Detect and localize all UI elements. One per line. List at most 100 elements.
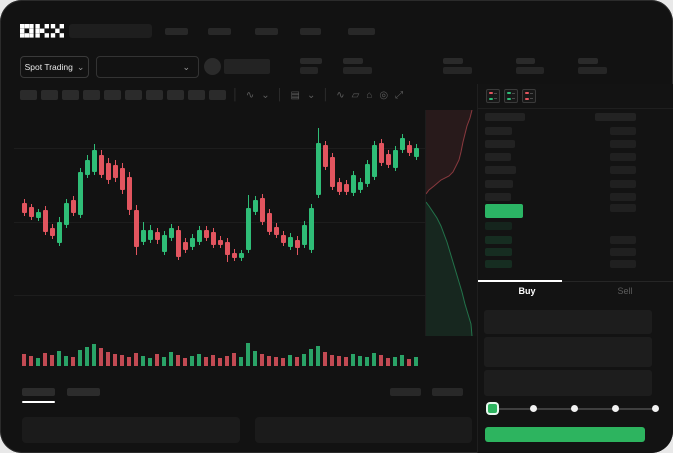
volume-bar: [337, 356, 341, 366]
tab-buy[interactable]: Buy: [518, 286, 536, 296]
stat-label-skeleton: [343, 58, 363, 64]
volume-bar: [414, 357, 418, 366]
spot-trading-label: Spot Trading: [24, 62, 73, 72]
nav-item-skeleton[interactable]: [255, 28, 278, 35]
volume-bar: [365, 357, 369, 366]
slider-dot[interactable]: [530, 405, 537, 412]
candle-body: [99, 155, 104, 175]
camera-icon[interactable]: ⌂: [366, 89, 373, 101]
slider-dot[interactable]: [652, 405, 659, 412]
candle-body: [309, 208, 314, 250]
toolbar-item-skeleton[interactable]: [104, 90, 121, 100]
ask-price-skeleton: [485, 140, 515, 148]
candle-type-chevron-icon[interactable]: ⌄: [306, 89, 316, 101]
settings-icon[interactable]: ◎: [379, 89, 389, 101]
volume-bar: [85, 347, 89, 366]
divider: [478, 108, 673, 109]
order-input-skeleton[interactable]: [484, 310, 652, 334]
toolbar-item-skeleton[interactable]: [20, 90, 37, 100]
volume-bar: [197, 354, 201, 366]
candle-body: [78, 172, 83, 215]
orderbook-asks-view-icon[interactable]: [522, 89, 536, 103]
toolbar-item-skeleton[interactable]: [146, 90, 163, 100]
volume-bar: [50, 355, 54, 366]
stat-label-skeleton: [443, 58, 463, 64]
stat-value-skeleton: [300, 67, 318, 74]
volume-bar: [64, 356, 68, 366]
orderbook-amount-skeleton: [610, 248, 636, 256]
orderbook-bids-view-icon[interactable]: [504, 89, 518, 103]
bottom-tab-skeleton[interactable]: [22, 388, 55, 396]
candle-body: [365, 164, 370, 184]
volume-bar: [43, 353, 47, 366]
toolbar-item-skeleton[interactable]: [209, 90, 226, 100]
candle-body: [57, 222, 62, 243]
candle-body: [183, 242, 188, 250]
candle-body: [204, 230, 209, 238]
volume-bar: [162, 357, 166, 366]
candle-body: [393, 150, 398, 168]
bid-price-skeleton: [485, 260, 512, 268]
orderbook-amount-skeleton: [610, 153, 636, 161]
interval-chevron-icon[interactable]: ⌄: [261, 89, 270, 101]
spot-trading-dropdown[interactable]: Spot Trading ⌄: [20, 56, 89, 78]
nav-item-skeleton[interactable]: [165, 28, 188, 35]
candle-body: [176, 230, 181, 257]
okx-logo[interactable]: [20, 24, 64, 38]
bottom-tab-skeleton[interactable]: [67, 388, 100, 396]
slider-dot[interactable]: [571, 405, 578, 412]
candle-body: [36, 212, 41, 218]
stat-label-skeleton: [516, 58, 535, 64]
nav-item-skeleton[interactable]: [208, 28, 231, 35]
toolbar-item-skeleton[interactable]: [62, 90, 79, 100]
candle-body: [64, 203, 69, 225]
candle-body: [232, 253, 237, 258]
indicator-icon[interactable]: ∿: [336, 89, 345, 101]
nav-item-skeleton[interactable]: [348, 28, 375, 35]
toolbar-item-skeleton[interactable]: [41, 90, 58, 100]
divider: │: [322, 89, 330, 101]
candle-body: [141, 230, 146, 242]
fullscreen-icon[interactable]: ⤢: [395, 89, 404, 101]
candle-body: [358, 182, 363, 190]
orderbook-combined-view-icon[interactable]: [486, 89, 500, 103]
toolbar-item-skeleton[interactable]: [167, 90, 184, 100]
candle-type-icon[interactable]: ▤: [290, 89, 300, 101]
toolbar-item-skeleton[interactable]: [188, 90, 205, 100]
orderbook-amount-skeleton: [610, 236, 636, 244]
orderbook-trade-panel: Buy Sell: [477, 84, 673, 453]
slider-handle[interactable]: [488, 404, 497, 413]
candle-body: [134, 210, 139, 247]
tab-sell[interactable]: Sell: [617, 286, 633, 296]
compare-icon[interactable]: ▱: [351, 89, 360, 101]
candle-body: [302, 225, 307, 245]
candle-body: [197, 230, 202, 242]
candlestick-chart[interactable]: [14, 109, 478, 337]
order-input-skeleton[interactable]: [484, 370, 652, 396]
stat-value-skeleton: [343, 67, 372, 74]
orderbook-amount-skeleton: [610, 140, 636, 148]
candle-body: [407, 145, 412, 153]
volume-bar: [127, 357, 131, 366]
nav-item-skeleton[interactable]: [300, 28, 321, 35]
orderbook-amount-skeleton: [610, 180, 636, 188]
order-input-skeleton[interactable]: [484, 337, 652, 367]
bottom-panel-skeleton: [22, 417, 240, 443]
candle-body: [386, 154, 391, 165]
volume-bar: [267, 356, 271, 366]
interval-wave-icon[interactable]: ∿: [245, 89, 255, 101]
pair-selector-dropdown[interactable]: ⌄: [96, 56, 199, 78]
ask-price-skeleton: [485, 166, 516, 174]
volume-bar: [372, 353, 376, 366]
bottom-action-skeleton[interactable]: [390, 388, 421, 396]
volume-bar: [36, 358, 40, 366]
candle-body: [253, 200, 258, 212]
buy-submit-button[interactable]: [485, 427, 645, 442]
toolbar-item-skeleton[interactable]: [125, 90, 142, 100]
candle-body: [400, 138, 405, 150]
candle-body: [29, 207, 34, 217]
toolbar-item-skeleton[interactable]: [83, 90, 100, 100]
bottom-action-skeleton[interactable]: [432, 388, 463, 396]
slider-dot[interactable]: [612, 405, 619, 412]
